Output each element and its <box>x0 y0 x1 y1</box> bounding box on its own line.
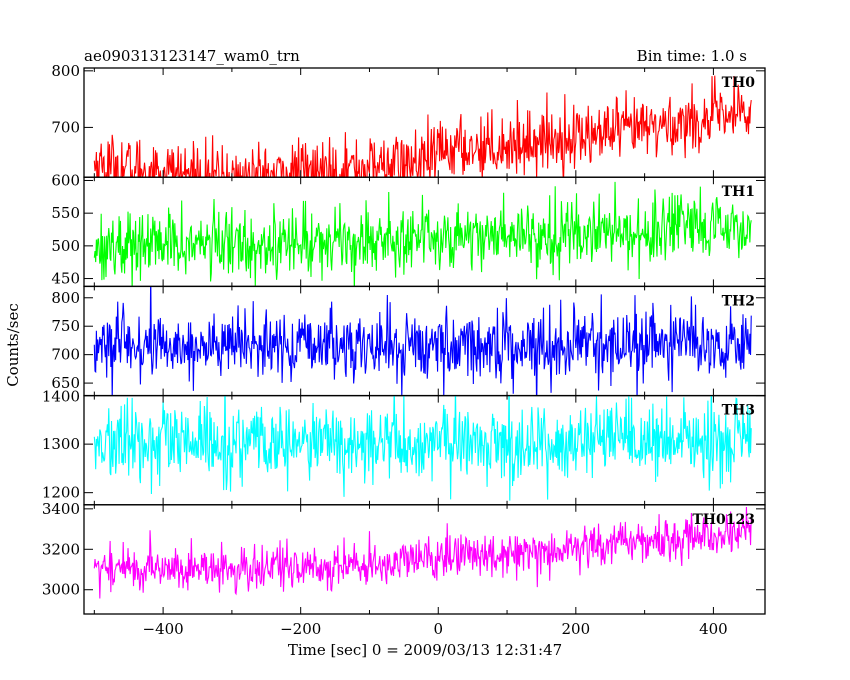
series-line-th0123 <box>93 506 752 599</box>
y-tick-label: 800 <box>51 62 80 80</box>
panel-label-th0: TH0 <box>722 75 756 91</box>
y-tick-label: 3200 <box>42 540 80 558</box>
y-tick-label: 1400 <box>42 388 80 406</box>
y-tick-label: 650 <box>51 374 80 392</box>
y-tick-label: 1300 <box>42 435 80 453</box>
panel-frame-th0123 <box>83 504 766 615</box>
y-tick-label: 750 <box>51 317 80 335</box>
y-tick-label: 800 <box>51 289 80 307</box>
x-tick-label: 200 <box>562 620 591 638</box>
x-tick-label: −200 <box>280 620 321 638</box>
y-tick-label: 3400 <box>42 500 80 518</box>
y-axis-label: Counts/sec <box>4 303 22 387</box>
y-tick-label: 500 <box>51 237 80 255</box>
panel-label-th3: TH3 <box>722 403 755 419</box>
series-line-th1 <box>93 181 752 287</box>
bin-time-label: Bin time: 1.0 s <box>637 47 747 65</box>
chart-title: ae090313123147_wam0_trn <box>84 47 300 65</box>
series-line-th3 <box>93 395 752 501</box>
x-tick-label: 0 <box>433 620 443 638</box>
panels-group: 700 800 TH0 450 500 550 600 TH1 650 700 750 800 TH2 1… <box>42 62 766 638</box>
y-tick-label: 1200 <box>42 484 80 502</box>
y-tick-label: 600 <box>51 171 80 189</box>
series-line-th0 <box>93 75 752 178</box>
panel-label-th0123: TH0123 <box>692 512 755 528</box>
x-tick-label: −400 <box>143 620 184 638</box>
panel-label-th1: TH1 <box>722 184 755 200</box>
series-line-th2 <box>93 286 752 396</box>
y-tick-label: 700 <box>51 346 80 364</box>
y-tick-label: 700 <box>51 118 80 136</box>
y-tick-label: 450 <box>51 270 80 288</box>
y-tick-label: 550 <box>51 204 80 222</box>
panel-label-th2: TH2 <box>722 293 755 309</box>
y-tick-label: 3000 <box>42 581 80 599</box>
x-tick-label: 400 <box>699 620 728 638</box>
x-axis-label: Time [sec] 0 = 2009/03/13 12:31:47 <box>288 641 562 659</box>
